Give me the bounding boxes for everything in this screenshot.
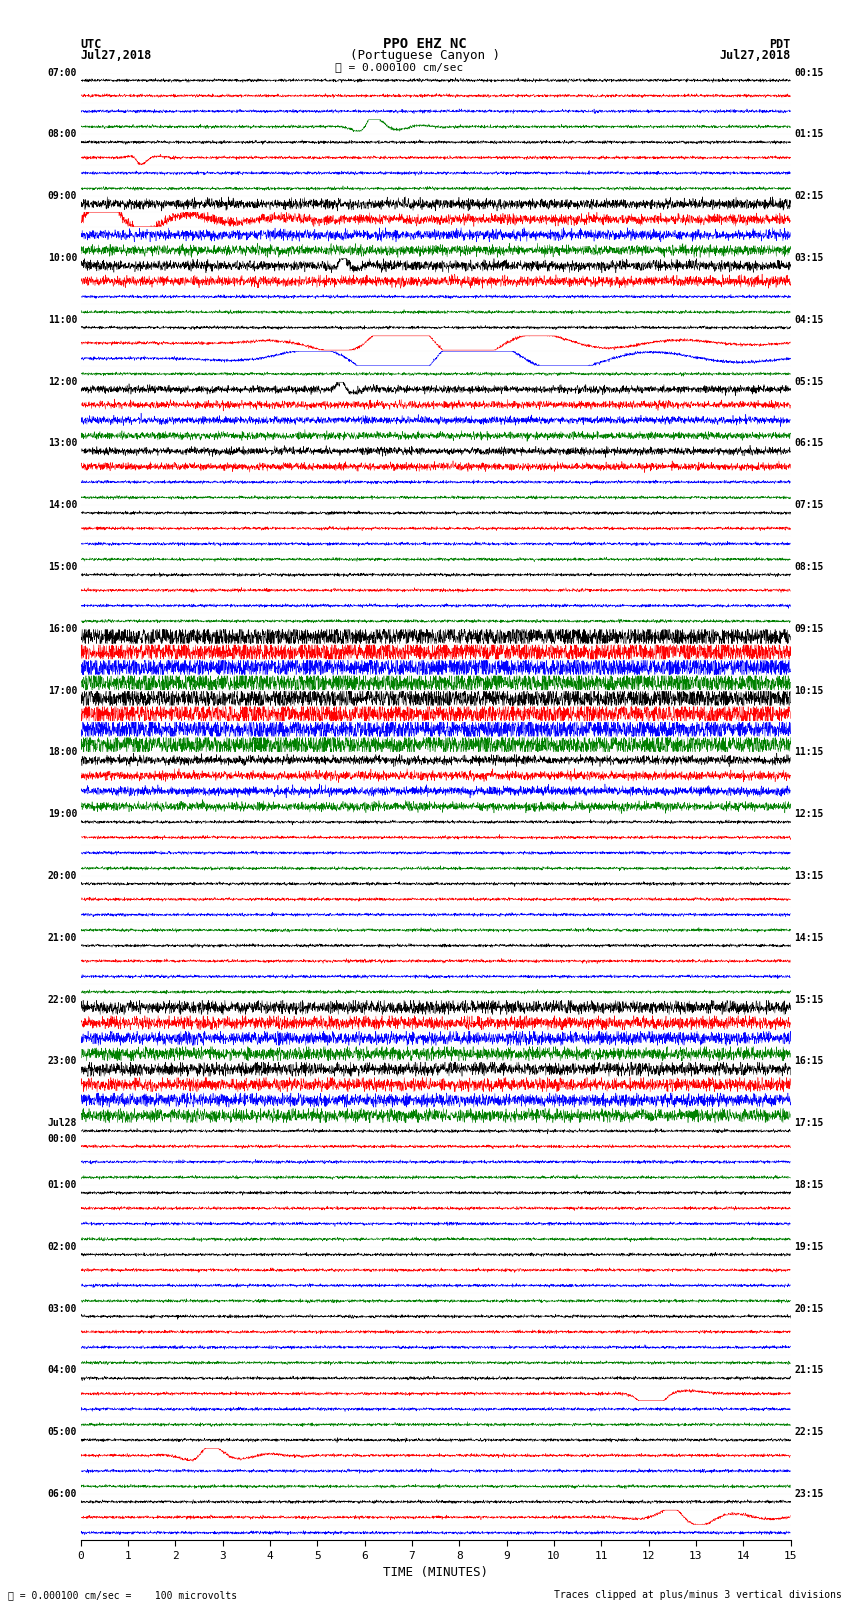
Text: 16:15: 16:15 (794, 1057, 824, 1066)
Text: 23:15: 23:15 (794, 1489, 824, 1498)
Text: UTC: UTC (81, 37, 102, 50)
Text: 15:15: 15:15 (794, 995, 824, 1005)
Text: 02:00: 02:00 (48, 1242, 77, 1252)
Text: 22:15: 22:15 (794, 1428, 824, 1437)
Text: 13:00: 13:00 (48, 439, 77, 448)
Text: 04:15: 04:15 (794, 315, 824, 324)
Text: PPO EHZ NC: PPO EHZ NC (383, 37, 467, 50)
Text: 16:00: 16:00 (48, 624, 77, 634)
Text: 01:15: 01:15 (794, 129, 824, 139)
Text: 22:00: 22:00 (48, 995, 77, 1005)
Text: 02:15: 02:15 (794, 192, 824, 202)
Text: 23:00: 23:00 (48, 1057, 77, 1066)
Text: 17:00: 17:00 (48, 686, 77, 695)
Text: 10:00: 10:00 (48, 253, 77, 263)
Text: 07:00: 07:00 (48, 68, 77, 77)
Text: 21:15: 21:15 (794, 1366, 824, 1376)
Text: 12:00: 12:00 (48, 376, 77, 387)
Text: 09:00: 09:00 (48, 192, 77, 202)
Text: 03:00: 03:00 (48, 1303, 77, 1313)
Text: 18:00: 18:00 (48, 747, 77, 758)
Text: 14:00: 14:00 (48, 500, 77, 510)
Text: 08:15: 08:15 (794, 561, 824, 573)
Text: ⎸ = 0.000100 cm/sec: ⎸ = 0.000100 cm/sec (336, 61, 463, 71)
Text: 00:15: 00:15 (794, 68, 824, 77)
Text: Jul28: Jul28 (48, 1118, 77, 1127)
Text: ⎸ = 0.000100 cm/sec =    100 microvolts: ⎸ = 0.000100 cm/sec = 100 microvolts (8, 1590, 238, 1600)
Text: 19:00: 19:00 (48, 810, 77, 819)
Text: 05:15: 05:15 (794, 376, 824, 387)
Text: 19:15: 19:15 (794, 1242, 824, 1252)
Text: 06:00: 06:00 (48, 1489, 77, 1498)
Text: 17:15: 17:15 (794, 1118, 824, 1127)
Text: 08:00: 08:00 (48, 129, 77, 139)
X-axis label: TIME (MINUTES): TIME (MINUTES) (383, 1566, 488, 1579)
Text: 01:00: 01:00 (48, 1181, 77, 1190)
Text: 09:15: 09:15 (794, 624, 824, 634)
Text: 07:15: 07:15 (794, 500, 824, 510)
Text: 03:15: 03:15 (794, 253, 824, 263)
Text: 20:00: 20:00 (48, 871, 77, 881)
Text: 11:00: 11:00 (48, 315, 77, 324)
Text: 11:15: 11:15 (794, 747, 824, 758)
Text: 18:15: 18:15 (794, 1181, 824, 1190)
Text: 21:00: 21:00 (48, 932, 77, 944)
Text: 13:15: 13:15 (794, 871, 824, 881)
Text: 14:15: 14:15 (794, 932, 824, 944)
Text: 00:00: 00:00 (48, 1134, 77, 1144)
Text: Jul27,2018: Jul27,2018 (81, 48, 152, 63)
Text: 20:15: 20:15 (794, 1303, 824, 1313)
Text: 15:00: 15:00 (48, 561, 77, 573)
Text: 10:15: 10:15 (794, 686, 824, 695)
Text: 05:00: 05:00 (48, 1428, 77, 1437)
Text: PDT: PDT (769, 37, 790, 50)
Text: Jul27,2018: Jul27,2018 (719, 48, 791, 63)
Text: 04:00: 04:00 (48, 1366, 77, 1376)
Text: 12:15: 12:15 (794, 810, 824, 819)
Text: (Portuguese Canyon ): (Portuguese Canyon ) (350, 48, 500, 63)
Text: Traces clipped at plus/minus 3 vertical divisions: Traces clipped at plus/minus 3 vertical … (553, 1590, 842, 1600)
Text: 06:15: 06:15 (794, 439, 824, 448)
